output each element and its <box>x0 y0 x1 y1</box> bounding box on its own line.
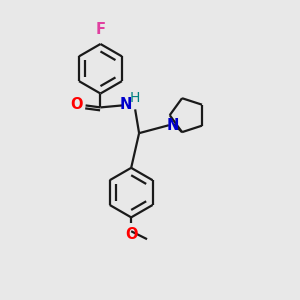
Text: N: N <box>167 118 179 133</box>
Text: F: F <box>95 22 106 37</box>
Text: O: O <box>125 227 137 242</box>
Text: H: H <box>130 92 140 106</box>
Text: N: N <box>120 97 132 112</box>
Text: O: O <box>70 97 83 112</box>
